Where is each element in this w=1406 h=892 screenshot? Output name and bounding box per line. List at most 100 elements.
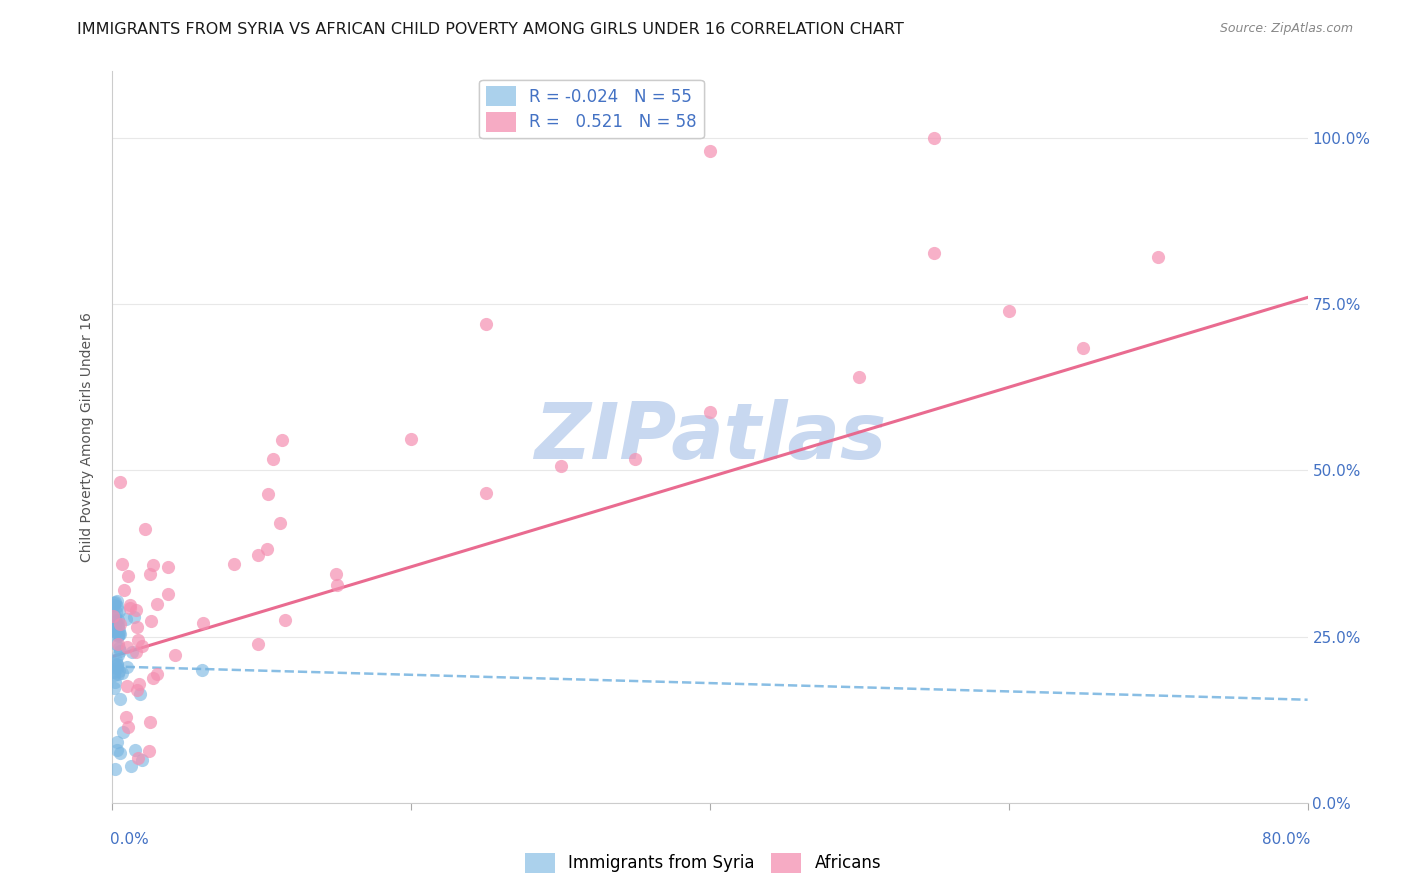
Point [117,569,139,583]
Point [108,644,131,658]
Point [129,687,152,701]
Point [163,648,186,663]
Point [128,677,150,691]
Point [108,747,131,761]
Text: 0.0%: 0.0% [110,832,149,847]
Point [131,753,153,767]
Point [624,451,647,466]
Point [101,608,124,623]
Point [139,714,162,729]
Point [105,742,128,756]
Point [138,744,160,758]
Point [475,486,498,500]
Point [1147,250,1170,264]
Point [125,603,148,617]
Point [111,724,134,739]
Point [108,665,131,679]
Point [104,613,127,627]
Point [247,548,270,562]
Point [104,614,127,628]
Point [105,599,128,614]
Point [105,661,128,675]
Point [157,559,180,574]
Point [107,648,129,662]
Point [401,432,423,446]
Point [122,610,145,624]
Point [103,598,125,612]
Point [112,582,135,597]
Point [108,617,131,632]
Point [247,637,270,651]
Legend: Immigrants from Syria, Africans: Immigrants from Syria, Africans [517,847,889,880]
Point [922,131,945,145]
Point [108,604,131,618]
Point [105,653,128,667]
Point [156,587,179,601]
Point [550,459,572,474]
Point [104,608,127,623]
Point [107,613,129,627]
Point [127,620,149,634]
Point [325,566,347,581]
Point [121,645,143,659]
Point [104,618,127,632]
Point [108,475,131,490]
Point [104,624,127,639]
Point [134,522,156,536]
Point [103,665,125,679]
Point [699,144,721,158]
Point [107,637,129,651]
Point [922,246,945,260]
Point [139,614,162,628]
Point [111,557,134,571]
Point [101,622,124,636]
Point [1073,341,1095,355]
Point [256,487,278,501]
Point [105,593,128,607]
Point [105,657,128,672]
Point [108,626,131,640]
Point [127,683,149,698]
Point [146,667,169,681]
Point [125,645,148,659]
Point [107,628,129,642]
Point [224,558,246,572]
Point [107,620,129,634]
Text: Source: ZipAtlas.com: Source: ZipAtlas.com [1219,22,1353,36]
Point [142,671,165,685]
Point [848,370,870,384]
Legend: R = -0.024   N = 55, R =   0.521   N = 58: R = -0.024 N = 55, R = 0.521 N = 58 [479,79,703,138]
Point [120,600,142,615]
Point [104,594,127,608]
Point [104,619,127,633]
Point [105,658,128,673]
Y-axis label: Child Poverty Among Girls Under 16: Child Poverty Among Girls Under 16 [80,312,94,562]
Point [120,759,142,773]
Point [105,637,128,651]
Point [142,558,165,572]
Point [105,735,128,749]
Point [115,640,138,654]
Point [145,597,167,611]
Point [111,665,134,680]
Point [117,720,139,734]
Point [271,433,294,447]
Point [107,617,129,632]
Point [107,629,129,643]
Point [103,681,125,695]
Point [191,616,214,631]
Point [269,516,291,530]
Point [114,612,136,626]
Point [127,632,149,647]
Point [103,596,125,610]
Point [191,663,214,677]
Point [103,621,125,635]
Point [256,542,278,557]
Point [115,660,138,674]
Point [475,317,498,331]
Point [114,710,136,724]
Point [124,742,146,756]
Point [115,679,138,693]
Point [104,674,127,689]
Point [138,566,160,581]
